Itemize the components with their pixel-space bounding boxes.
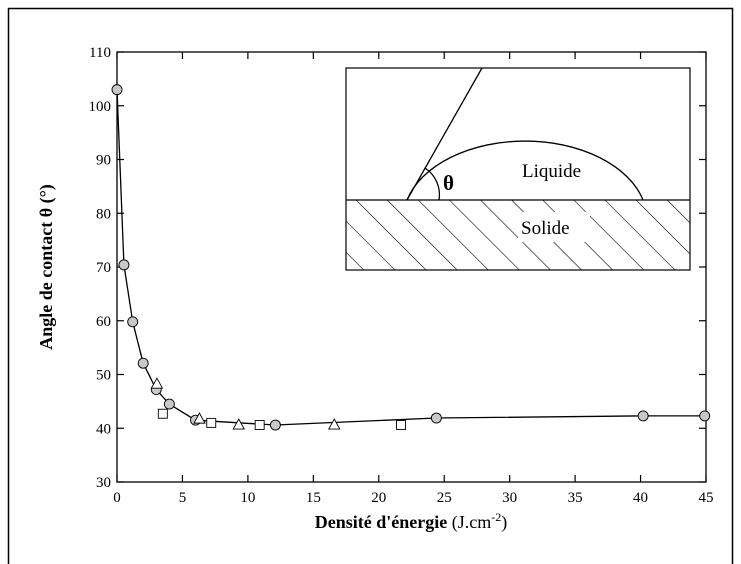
point — [163, 398, 175, 410]
y-tick-label: 80 — [96, 206, 111, 222]
liquid-label: Liquide — [522, 161, 581, 182]
x-tick-label: 5 — [179, 490, 187, 506]
x-tick-label: 15 — [306, 490, 321, 506]
x-tick-label: 25 — [437, 490, 452, 506]
drop — [406, 140, 644, 201]
point — [111, 84, 123, 96]
inset: θ Liquide Solide — [345, 67, 691, 271]
y-tick-label: 30 — [96, 475, 111, 491]
point — [157, 408, 168, 419]
x-tick-label: 45 — [699, 490, 714, 506]
point — [328, 418, 341, 430]
point — [150, 377, 164, 389]
y-axis-label: Angle de contact θ (°) — [36, 184, 57, 350]
theta-label: θ — [443, 171, 454, 195]
y-tick-label: 100 — [89, 99, 112, 115]
point — [118, 259, 130, 271]
x-tick-label: 30 — [502, 490, 517, 506]
x-axis-label-main: Densité d'énergie — [315, 512, 447, 532]
y-tick-label: 60 — [96, 314, 111, 330]
y-tick-label: 110 — [89, 45, 111, 61]
point — [396, 420, 406, 430]
point — [206, 417, 217, 428]
point — [137, 357, 149, 369]
point — [430, 412, 442, 424]
point — [269, 419, 281, 431]
x-tick-label: 0 — [113, 490, 121, 506]
y-tick-label: 40 — [96, 421, 111, 437]
point — [232, 418, 245, 430]
point — [699, 410, 711, 422]
x-axis-label-exponent: -2 — [491, 510, 501, 524]
angle-arc — [424, 167, 441, 201]
x-axis-label-close: ) — [501, 512, 507, 533]
x-axis-label-unit: (J.cm — [452, 512, 492, 533]
point — [637, 410, 649, 422]
x-tick-label: 20 — [371, 490, 386, 506]
point — [193, 412, 206, 424]
outer-frame — [7, 7, 734, 564]
x-axis-label: Densité d'énergie (J.cm-2) — [315, 510, 507, 533]
y-tick-label: 50 — [96, 368, 111, 384]
solid-label-bg — [518, 212, 590, 242]
tangent — [406, 67, 483, 201]
solid-label: Solide — [521, 218, 570, 239]
x-tick-label: 10 — [240, 490, 255, 506]
point — [254, 420, 265, 430]
y-tick-label: 90 — [96, 153, 111, 169]
y-tick-label: 70 — [96, 260, 111, 276]
point — [127, 316, 139, 328]
x-tick-label: 40 — [633, 490, 648, 506]
x-tick-label: 35 — [568, 490, 583, 506]
